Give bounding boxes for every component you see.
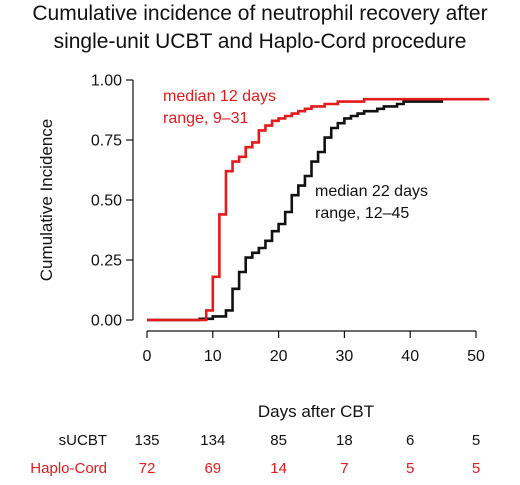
x-tick-label: 30 xyxy=(336,348,354,365)
x-axis-label: Days after CBT xyxy=(258,402,374,421)
chart-title-line-2: single-unit UCBT and Haplo-Cord procedur… xyxy=(53,30,467,53)
risk-table: sUCBT 135 134 85 18 6 5 Haplo-Cord 72 69 14 7 5 5 xyxy=(30,432,480,477)
y-tick-label: 0.00 xyxy=(91,313,122,330)
series-line-sucbt xyxy=(147,100,444,322)
y-tick-label: 0.50 xyxy=(91,193,122,210)
series-lines xyxy=(147,97,490,322)
y-tick-label: 0.75 xyxy=(91,133,122,150)
y-tick-label: 0.25 xyxy=(91,253,122,270)
annotation-sucbt: median 22 days xyxy=(315,183,428,200)
x-tick-label: 50 xyxy=(467,348,485,365)
risk-count: 85 xyxy=(270,432,287,449)
risk-count: 134 xyxy=(200,432,225,449)
risk-count: 135 xyxy=(134,432,159,449)
chart-title-line-1: Cumulative incidence of neutrophil recov… xyxy=(32,2,488,25)
y-axis-label: Cumulative Incidence xyxy=(37,119,56,282)
annotations: median 12 days range, 9–31 median 22 days r… xyxy=(163,88,428,222)
x-tick-label: 40 xyxy=(401,348,419,365)
axes: 0.00 0.25 0.50 0.75 1.00 0 10 20 30 40 50 xyxy=(91,73,485,366)
annotation-haplo-cord: range, 9–31 xyxy=(163,110,249,127)
risk-count: 5 xyxy=(472,432,480,449)
risk-count: 69 xyxy=(204,460,221,477)
risk-count: 7 xyxy=(340,460,348,477)
risk-count: 5 xyxy=(406,460,414,477)
risk-count: 5 xyxy=(472,460,480,477)
risk-count: 14 xyxy=(270,460,287,477)
annotation-haplo-cord: median 12 days xyxy=(163,88,276,105)
x-tick-label: 0 xyxy=(143,348,152,365)
risk-count: 18 xyxy=(336,432,353,449)
risk-count: 72 xyxy=(139,460,156,477)
x-tick-label: 10 xyxy=(204,348,222,365)
risk-row-label: Haplo-Cord xyxy=(30,460,107,477)
y-tick-label: 1.00 xyxy=(91,73,122,90)
series-line-haplo-cord xyxy=(147,97,490,322)
x-tick-label: 20 xyxy=(270,348,288,365)
risk-count: 6 xyxy=(406,432,414,449)
risk-row-label: sUCBT xyxy=(59,432,107,449)
annotation-sucbt: range, 12–45 xyxy=(315,205,409,222)
